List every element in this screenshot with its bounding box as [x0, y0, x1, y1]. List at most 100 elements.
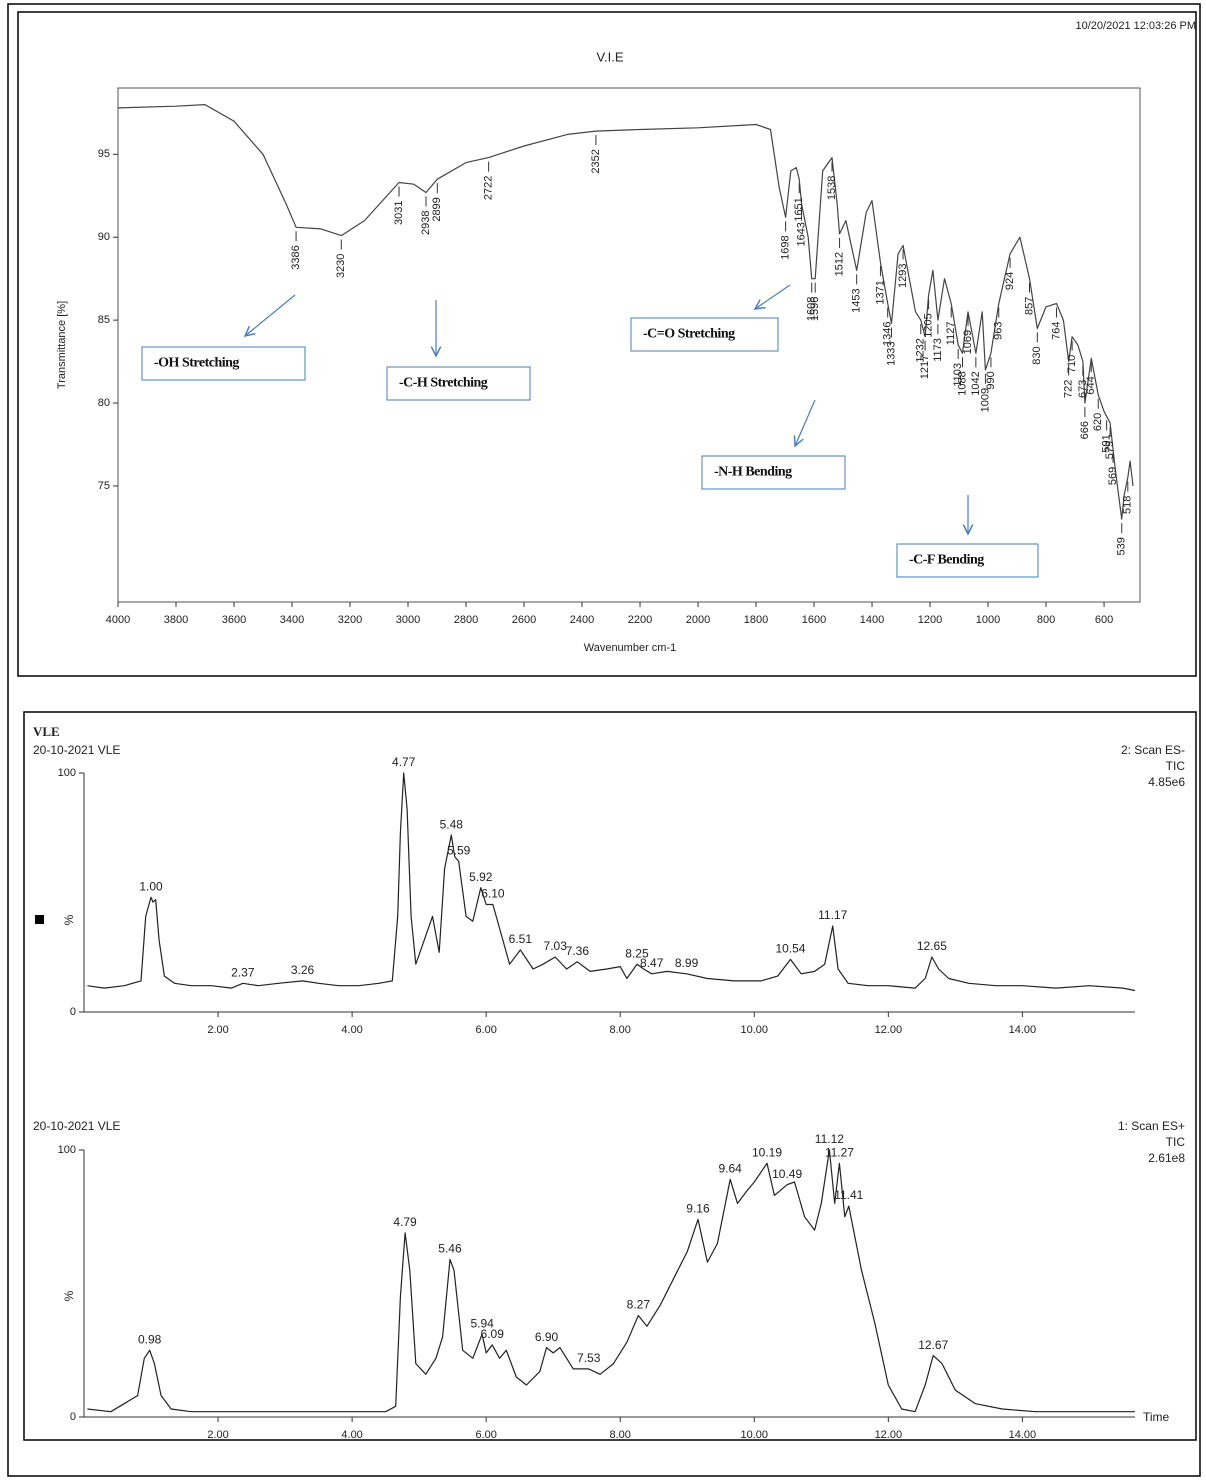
peak-label: 1232 — [915, 338, 927, 362]
peak-label: 9.64 — [718, 1162, 742, 1176]
peak-label: 1512 — [833, 252, 845, 276]
chart-title: V.I.E — [597, 49, 624, 64]
peak-label: 1088 — [956, 371, 968, 395]
peak-label: 5.59 — [447, 844, 471, 858]
marker-square — [35, 915, 44, 924]
x-tick-label: 12.00 — [875, 1024, 903, 1036]
y-tick-label: 100 — [58, 767, 76, 779]
x-tick-label: 2800 — [454, 614, 478, 626]
peak-label: 3386 — [290, 245, 302, 269]
peak-label: 3230 — [335, 254, 347, 278]
peak-label: 5.94 — [470, 1316, 494, 1330]
peak-label: 8.99 — [675, 956, 699, 970]
peak-label: 591 — [1101, 434, 1113, 452]
detection: TIC — [1166, 1135, 1186, 1149]
x-tick-label: 3000 — [396, 614, 420, 626]
peak-label: 9.16 — [686, 1202, 710, 1216]
y-tick-label: 95 — [98, 148, 110, 160]
subtitle: 20-10-2021 VLE — [33, 743, 120, 757]
peak-label: 8.27 — [627, 1298, 651, 1312]
y-tick-label: 0 — [70, 1411, 76, 1423]
peak-label: 3031 — [393, 201, 405, 225]
x-tick-label: 3800 — [164, 614, 188, 626]
peak-label: 1333 — [885, 341, 897, 365]
peak-label: 1009 — [979, 388, 991, 412]
peak-label: 11.12 — [815, 1132, 844, 1146]
peak-label: 12.67 — [918, 1338, 948, 1352]
plot-frame — [117, 87, 1141, 603]
peak-label: 6.10 — [481, 887, 505, 901]
peak-label: 1127 — [945, 322, 957, 346]
peak-label: 1103 — [952, 363, 964, 387]
peak-label: 10.49 — [772, 1167, 802, 1181]
scan: 1: Scan ES+ — [1118, 1119, 1185, 1133]
peak-label: 7.53 — [577, 1351, 601, 1365]
peak-label: 11.41 — [834, 1188, 863, 1202]
x-tick-label: 4.00 — [341, 1024, 362, 1036]
x-tick-label: 800 — [1037, 614, 1055, 626]
peak-label: 0.98 — [138, 1332, 162, 1346]
peak-label: 710 — [1066, 355, 1078, 373]
peak-label: 6.90 — [535, 1330, 559, 1344]
peak-label: 666 — [1079, 421, 1091, 439]
x-tick-label: 3600 — [222, 614, 246, 626]
peak-label: 1608 — [806, 297, 818, 321]
peak-label: 1643 — [795, 222, 807, 246]
peak-label: 3.26 — [291, 963, 315, 977]
x-tick-label: 10.00 — [741, 1024, 769, 1036]
y-tick-label: 85 — [98, 314, 110, 326]
y-tick-label: 80 — [98, 397, 110, 409]
peak-label: 830 — [1031, 346, 1043, 364]
peak-label: 620 — [1092, 413, 1104, 431]
peak-label: 8.25 — [625, 946, 649, 960]
peak-label: 12.65 — [917, 939, 947, 953]
peak-label: 2938 — [420, 210, 432, 234]
x-tick-label: 12.00 — [875, 1429, 903, 1441]
peak-label: 6.51 — [509, 932, 533, 946]
timestamp: 10/20/2021 12:03:26 PM — [1076, 20, 1196, 32]
peak-label: 924 — [1004, 272, 1016, 290]
x-tick-label: 10.00 — [741, 1429, 769, 1441]
series-line — [87, 772, 1136, 992]
peak-label: 722 — [1063, 380, 1075, 398]
annotation: -C=O Stretching — [643, 327, 735, 342]
annotation-arrow — [245, 294, 296, 336]
annotation-box — [701, 455, 846, 490]
x-axis-label: Time — [1143, 1410, 1170, 1424]
peak-label: 1069 — [962, 330, 974, 354]
x-tick-label: 1200 — [918, 614, 942, 626]
annotation: -C-H Stretching — [399, 376, 488, 391]
annotation: -C-F Bending — [909, 553, 984, 568]
y-tick-label: 90 — [98, 231, 110, 243]
lc-panel — [23, 711, 1197, 1441]
x-tick-label: 8.00 — [610, 1024, 631, 1036]
subtitle: 20-10-2021 VLE — [33, 1119, 120, 1133]
peak-label: 1651 — [793, 197, 805, 221]
annotation: -N-H Bending — [714, 465, 792, 480]
peak-label: 579 — [1104, 441, 1116, 459]
peak-label: 673 — [1077, 380, 1089, 398]
peak-label: 5.92 — [469, 870, 493, 884]
y-tick-label: 75 — [98, 480, 110, 492]
peak-label: 11.17 — [818, 908, 847, 922]
peak-label: 2722 — [483, 176, 495, 200]
x-tick-label: 2400 — [570, 614, 594, 626]
x-tick-label: 8.00 — [610, 1429, 631, 1441]
peak-label: 6.09 — [481, 1327, 505, 1341]
scan: 2: Scan ES- — [1121, 743, 1185, 757]
peak-label: 963 — [993, 322, 1005, 340]
x-tick-label: 2.00 — [207, 1429, 228, 1441]
x-tick-label: 6.00 — [475, 1429, 496, 1441]
annotation-arrow — [755, 284, 791, 309]
peak-label: 1042 — [970, 371, 982, 395]
peak-label: 7.03 — [544, 939, 568, 953]
peak-label: 2.37 — [231, 965, 255, 979]
peak-label: 11.27 — [825, 1146, 854, 1160]
annotation-box — [630, 317, 779, 352]
annotation-arrow — [795, 399, 816, 446]
peak-label: 1698 — [780, 235, 792, 259]
peak-label: 1205 — [922, 313, 934, 337]
peak-label: 1217 — [919, 355, 931, 379]
peak-label: 518 — [1122, 496, 1134, 514]
